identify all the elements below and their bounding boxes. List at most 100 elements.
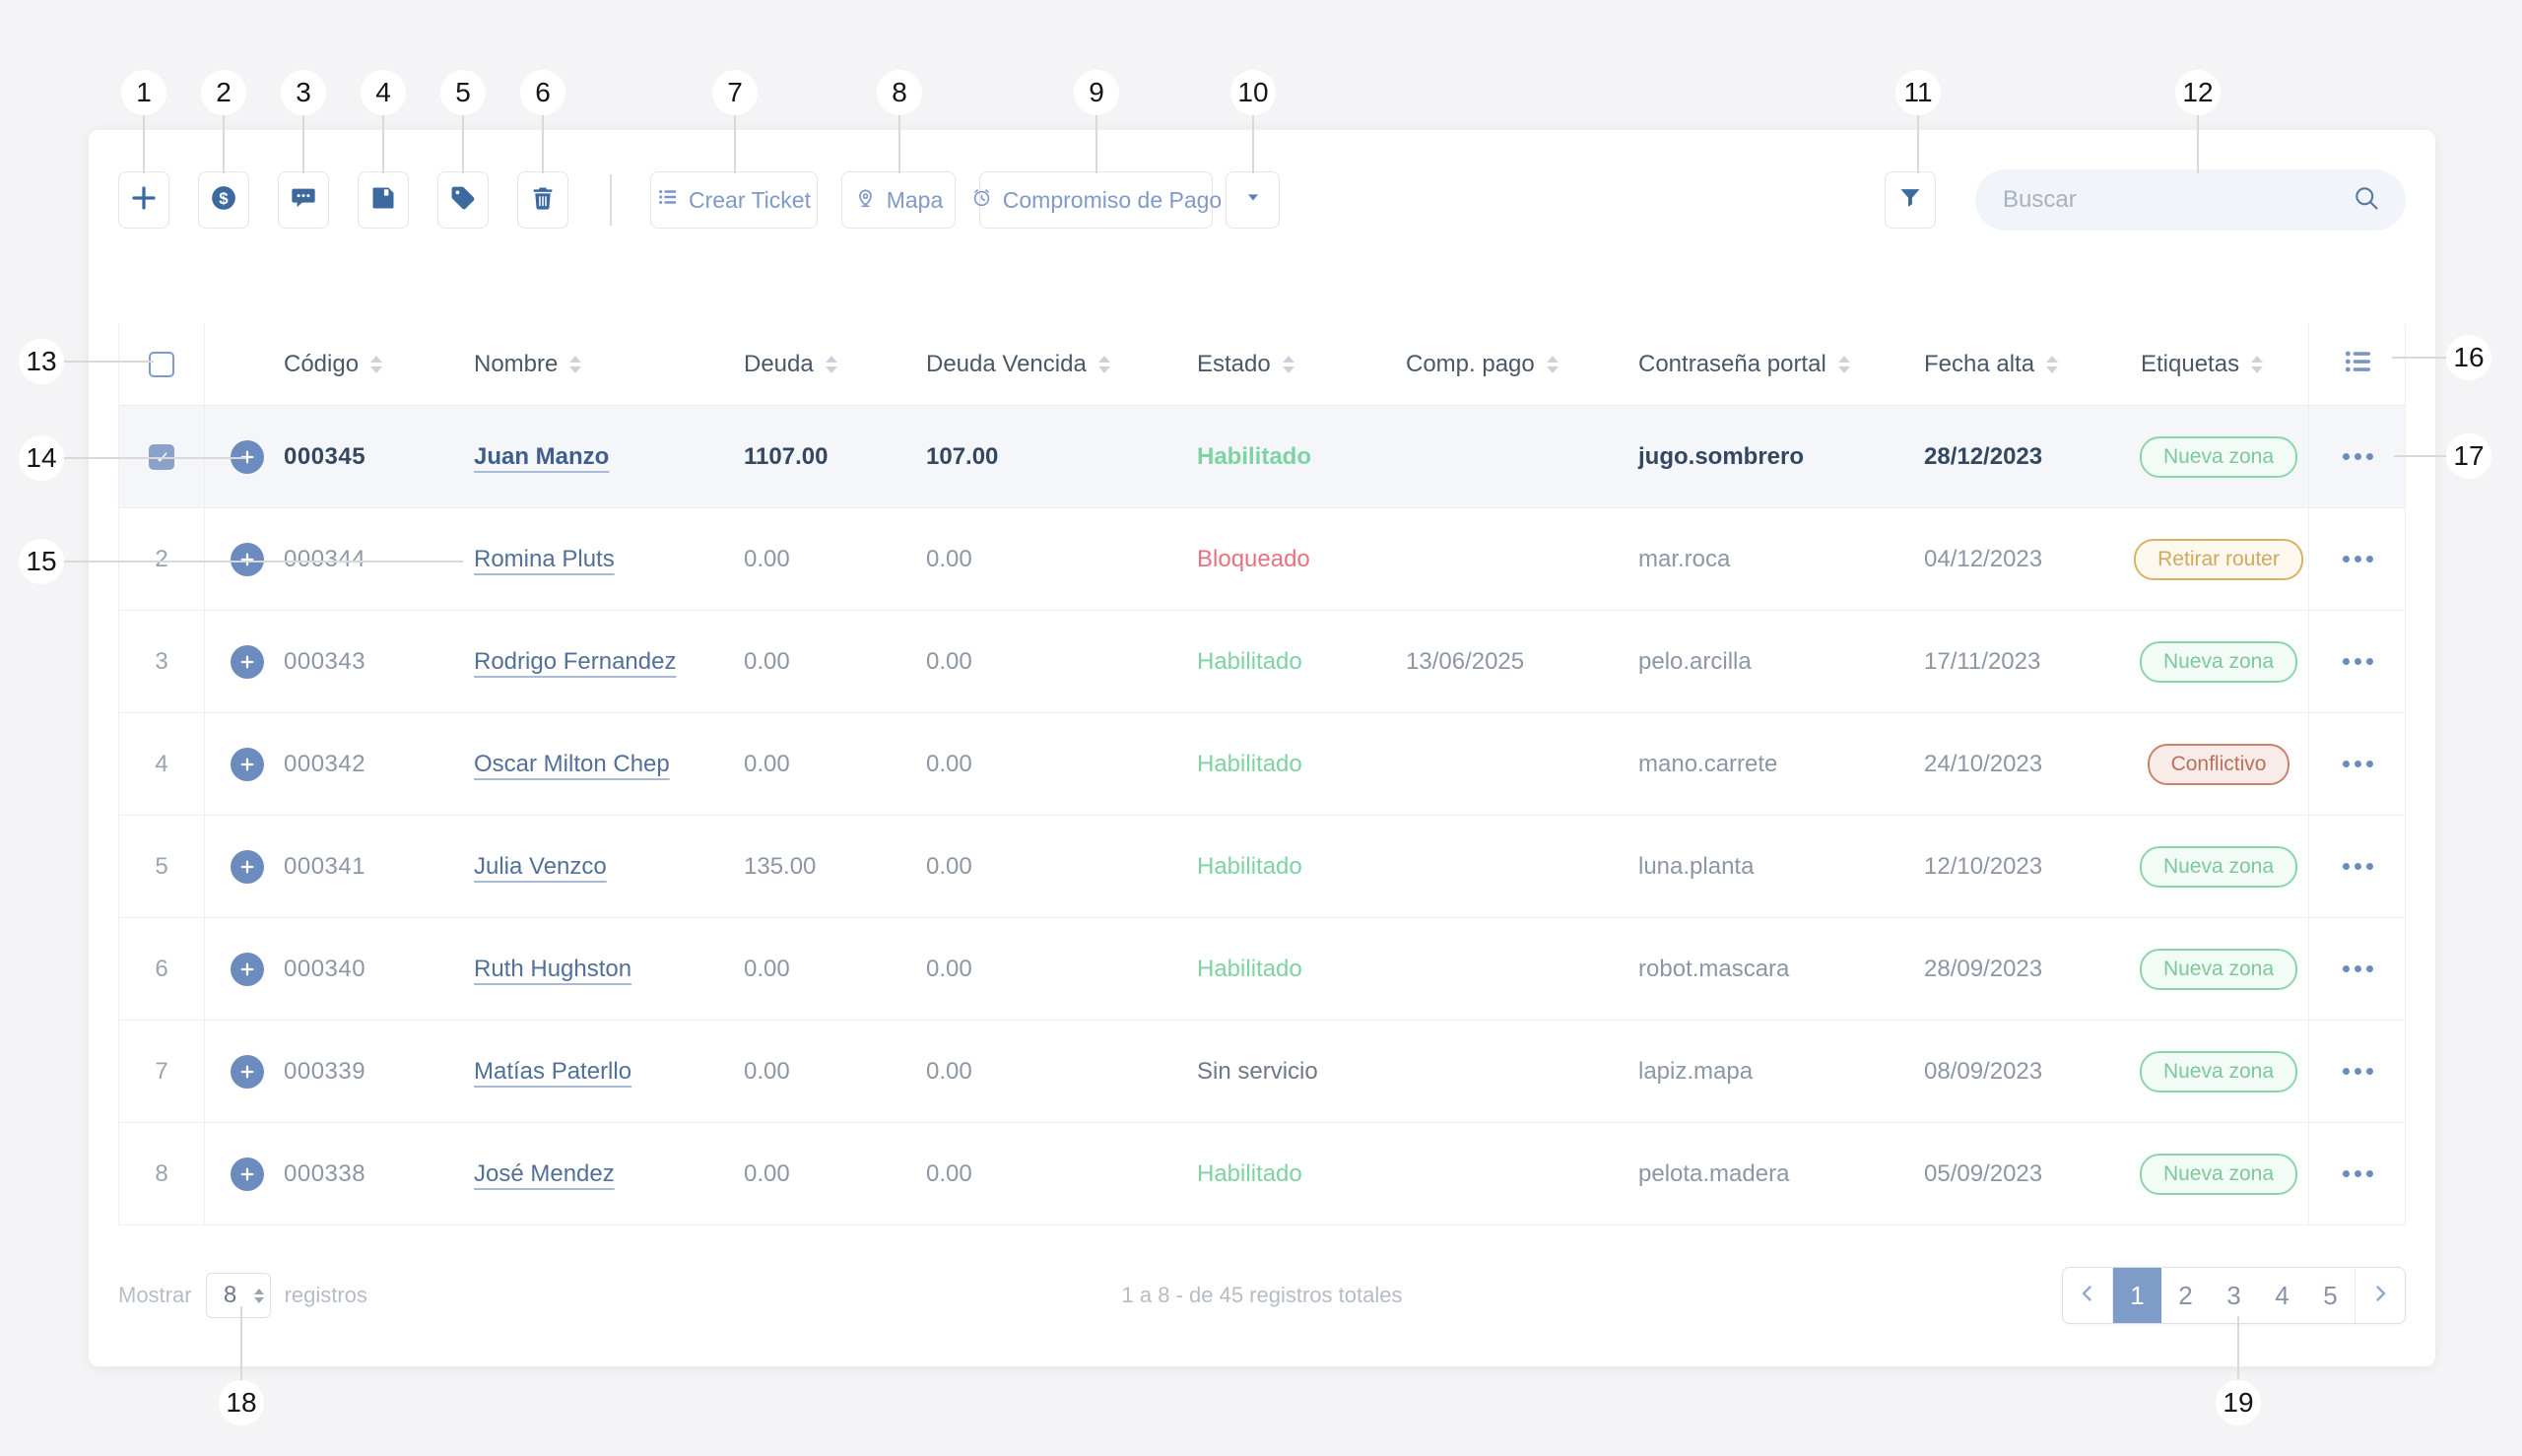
page-button-3[interactable]: 3: [2226, 1280, 2241, 1310]
row-menu-button[interactable]: [2333, 956, 2383, 982]
compromiso-de-pago-button[interactable]: Compromiso de Pago: [973, 171, 1222, 229]
expand-row-button[interactable]: [231, 952, 264, 986]
column-header-deuda[interactable]: Deuda: [730, 324, 912, 405]
row-menu-button[interactable]: [2333, 1160, 2383, 1187]
column-header-etiquetas[interactable]: Etiquetas: [2129, 324, 2308, 405]
per-page-input[interactable]: 8: [205, 1273, 271, 1318]
comp-pago-cell: [1390, 1021, 1626, 1122]
expand-row-button[interactable]: [231, 1157, 264, 1191]
more-actions-dropdown[interactable]: [1226, 171, 1280, 229]
contrasena-portal-cell: pelota.madera: [1638, 1159, 1790, 1187]
client-name-link[interactable]: Oscar Milton Chep: [474, 750, 670, 777]
column-header-estado[interactable]: Estado: [1183, 324, 1390, 405]
fecha-alta-cell: 24/10/2023: [1924, 750, 2043, 777]
row-checkbox[interactable]: [149, 443, 174, 470]
expand-row-button[interactable]: [231, 1054, 264, 1089]
estado-cell: Habilitado: [1183, 611, 1390, 712]
column-header-comp_pago[interactable]: Comp. pago: [1390, 324, 1626, 405]
toolbar: $ Crear Ticket Mapa Compromiso de Pago: [89, 130, 2435, 231]
row-select-cell[interactable]: 8: [119, 1123, 205, 1224]
crear-ticket-button[interactable]: Crear Ticket: [650, 171, 818, 229]
row-menu-button[interactable]: [2333, 751, 2383, 777]
comp-pago-cell: 13/06/2025: [1406, 647, 1525, 675]
nombre-cell: Romina Pluts: [454, 508, 730, 610]
client-name-link[interactable]: Matías Paterllo: [474, 1057, 632, 1085]
fecha-alta-cell: 05/09/2023: [1924, 1159, 2043, 1187]
expand-row-button[interactable]: [231, 542, 264, 576]
callout-3: 3: [281, 70, 326, 115]
row-select-cell[interactable]: 3: [119, 611, 205, 712]
next-page-button[interactable]: [2355, 1268, 2405, 1323]
client-name-link[interactable]: Julia Venzco: [474, 852, 607, 880]
row-select-cell[interactable]: 2: [119, 508, 205, 610]
client-name-link[interactable]: Romina Pluts: [474, 545, 615, 572]
codigo-cell: 000345: [205, 406, 454, 507]
delete-button[interactable]: [517, 171, 568, 229]
column-settings-button[interactable]: [2308, 324, 2407, 405]
prev-page-button[interactable]: [2063, 1268, 2113, 1323]
row-menu-button[interactable]: [2333, 648, 2383, 675]
column-header-nombre[interactable]: Nombre: [454, 324, 730, 405]
row-select-cell[interactable]: [119, 406, 205, 507]
mostrar-label: Mostrar: [118, 1283, 192, 1307]
column-header-fecha_alta[interactable]: Fecha alta: [1912, 324, 2129, 405]
expand-row-button[interactable]: [231, 849, 264, 884]
row-number: 4: [155, 750, 168, 777]
expand-row-button[interactable]: [231, 644, 264, 679]
mapa-button[interactable]: Mapa: [841, 171, 956, 229]
codigo-cell: 000340: [205, 918, 454, 1020]
alarm-clock-icon: [970, 186, 993, 215]
page-button-1[interactable]: 1: [2113, 1268, 2161, 1323]
client-name-link[interactable]: Rodrigo Fernandez: [474, 647, 677, 675]
row-menu-button[interactable]: [2333, 546, 2383, 572]
etiqueta-cell: Nueva zona: [2129, 816, 2308, 917]
codigo-cell: 000338: [205, 1123, 454, 1224]
client-name-link[interactable]: Ruth Hughston: [474, 955, 632, 982]
column-label: Código: [284, 351, 360, 377]
select-all-checkbox[interactable]: [149, 352, 174, 377]
column-header-contrasena_portal[interactable]: Contraseña portal: [1626, 324, 1912, 405]
tags-button[interactable]: [437, 171, 489, 229]
filter-button[interactable]: [1885, 171, 1936, 229]
client-name-link[interactable]: Juan Manzo: [474, 442, 610, 470]
page-button-4[interactable]: 4: [2275, 1280, 2290, 1310]
column-label: Comp. pago: [1406, 351, 1535, 377]
client-code: 000339: [284, 1057, 366, 1085]
row-select-cell[interactable]: 7: [119, 1021, 205, 1122]
client-name-link[interactable]: José Mendez: [474, 1159, 615, 1187]
stepper-arrows[interactable]: [253, 1288, 264, 1303]
column-header-deuda_vencida[interactable]: Deuda Vencida: [912, 324, 1183, 405]
callout-line-14: [63, 457, 246, 459]
nombre-cell: Julia Venzco: [454, 816, 730, 917]
expand-row-button[interactable]: [231, 439, 264, 474]
callout-line-6: [542, 115, 544, 173]
search-input[interactable]: [2001, 185, 2353, 215]
expand-row-button[interactable]: [231, 747, 264, 781]
row-select-cell[interactable]: 6: [119, 918, 205, 1020]
page-button-2[interactable]: 2: [2178, 1280, 2193, 1310]
callout-15: 15: [19, 539, 64, 584]
column-label: Contraseña portal: [1638, 351, 1826, 377]
callout-line-18: [240, 1306, 242, 1380]
search-icon[interactable]: [2353, 184, 2380, 217]
row-menu-button[interactable]: [2333, 443, 2383, 470]
save-button[interactable]: [358, 171, 409, 229]
contrasena-portal-cell: lapiz.mapa: [1638, 1057, 1754, 1085]
message-button[interactable]: [278, 171, 329, 229]
callout-18: 18: [219, 1380, 264, 1425]
deuda-vencida-cell: 0.00: [926, 545, 972, 572]
column-header-codigo[interactable]: Código: [205, 324, 454, 405]
chevron-left-icon: [2076, 1282, 2099, 1310]
actions-cell: [2308, 508, 2407, 610]
row-select-cell[interactable]: 5: [119, 816, 205, 917]
estado-cell: Habilitado: [1183, 406, 1390, 507]
sort-icon: [569, 356, 582, 373]
row-select-cell[interactable]: 4: [119, 713, 205, 815]
page-button-5[interactable]: 5: [2323, 1280, 2338, 1310]
deuda-cell: 0.00: [744, 1057, 790, 1085]
row-menu-button[interactable]: [2333, 853, 2383, 880]
payments-button[interactable]: $: [198, 171, 249, 229]
add-client-button[interactable]: [118, 171, 169, 229]
row-menu-button[interactable]: [2333, 1058, 2383, 1085]
actions-cell: [2308, 816, 2407, 917]
